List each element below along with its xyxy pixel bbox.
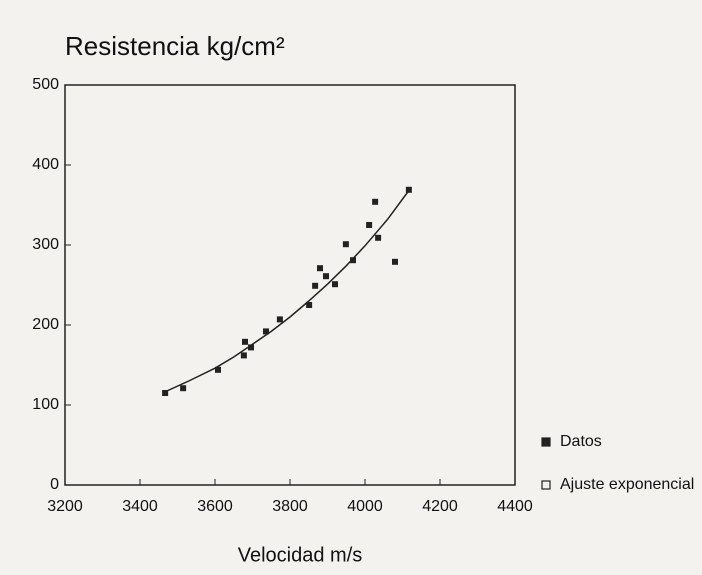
data-point — [372, 198, 379, 205]
data-point — [242, 338, 248, 345]
legend-label: Datos — [560, 433, 602, 450]
data-point — [312, 282, 319, 289]
data-point — [162, 390, 169, 396]
data-point — [306, 302, 313, 308]
data-point — [375, 234, 382, 241]
fit-line — [162, 188, 411, 394]
x-tick-label: 4200 — [422, 498, 458, 515]
data-point — [276, 316, 283, 323]
data-point — [263, 328, 269, 335]
y-tick-label: 400 — [32, 156, 59, 173]
y-tick-label: 500 — [32, 76, 59, 93]
x-axis-label: Velocidad m/s — [238, 544, 363, 566]
data-point — [317, 265, 323, 272]
y-tick-label: 0 — [50, 476, 59, 493]
data-point — [366, 222, 373, 228]
chart-title: Resistencia kg/cm² — [65, 31, 285, 61]
legend-label: Ajuste exponencial — [560, 476, 694, 493]
data-point — [248, 344, 254, 351]
x-tick-label: 3200 — [47, 498, 83, 515]
y-tick-label: 200 — [32, 316, 59, 333]
data-point — [332, 281, 338, 288]
x-tick-label: 3600 — [197, 498, 233, 515]
y-tick-label: 100 — [32, 396, 59, 413]
x-tick-label: 4400 — [497, 498, 533, 515]
data-point — [180, 385, 187, 392]
x-tick-label: 3400 — [122, 498, 158, 515]
plot-frame — [64, 84, 516, 486]
data-point — [240, 352, 247, 359]
x-tick-label: 4000 — [347, 498, 383, 515]
data-point — [392, 258, 398, 265]
y-tick-label: 300 — [32, 236, 59, 253]
legend-marker — [541, 437, 551, 447]
legend-marker — [541, 480, 551, 490]
x-tick-label: 3800 — [272, 498, 308, 515]
data-point — [215, 366, 221, 373]
data-point — [342, 241, 349, 248]
data-point — [323, 273, 329, 280]
data-point — [350, 257, 356, 264]
